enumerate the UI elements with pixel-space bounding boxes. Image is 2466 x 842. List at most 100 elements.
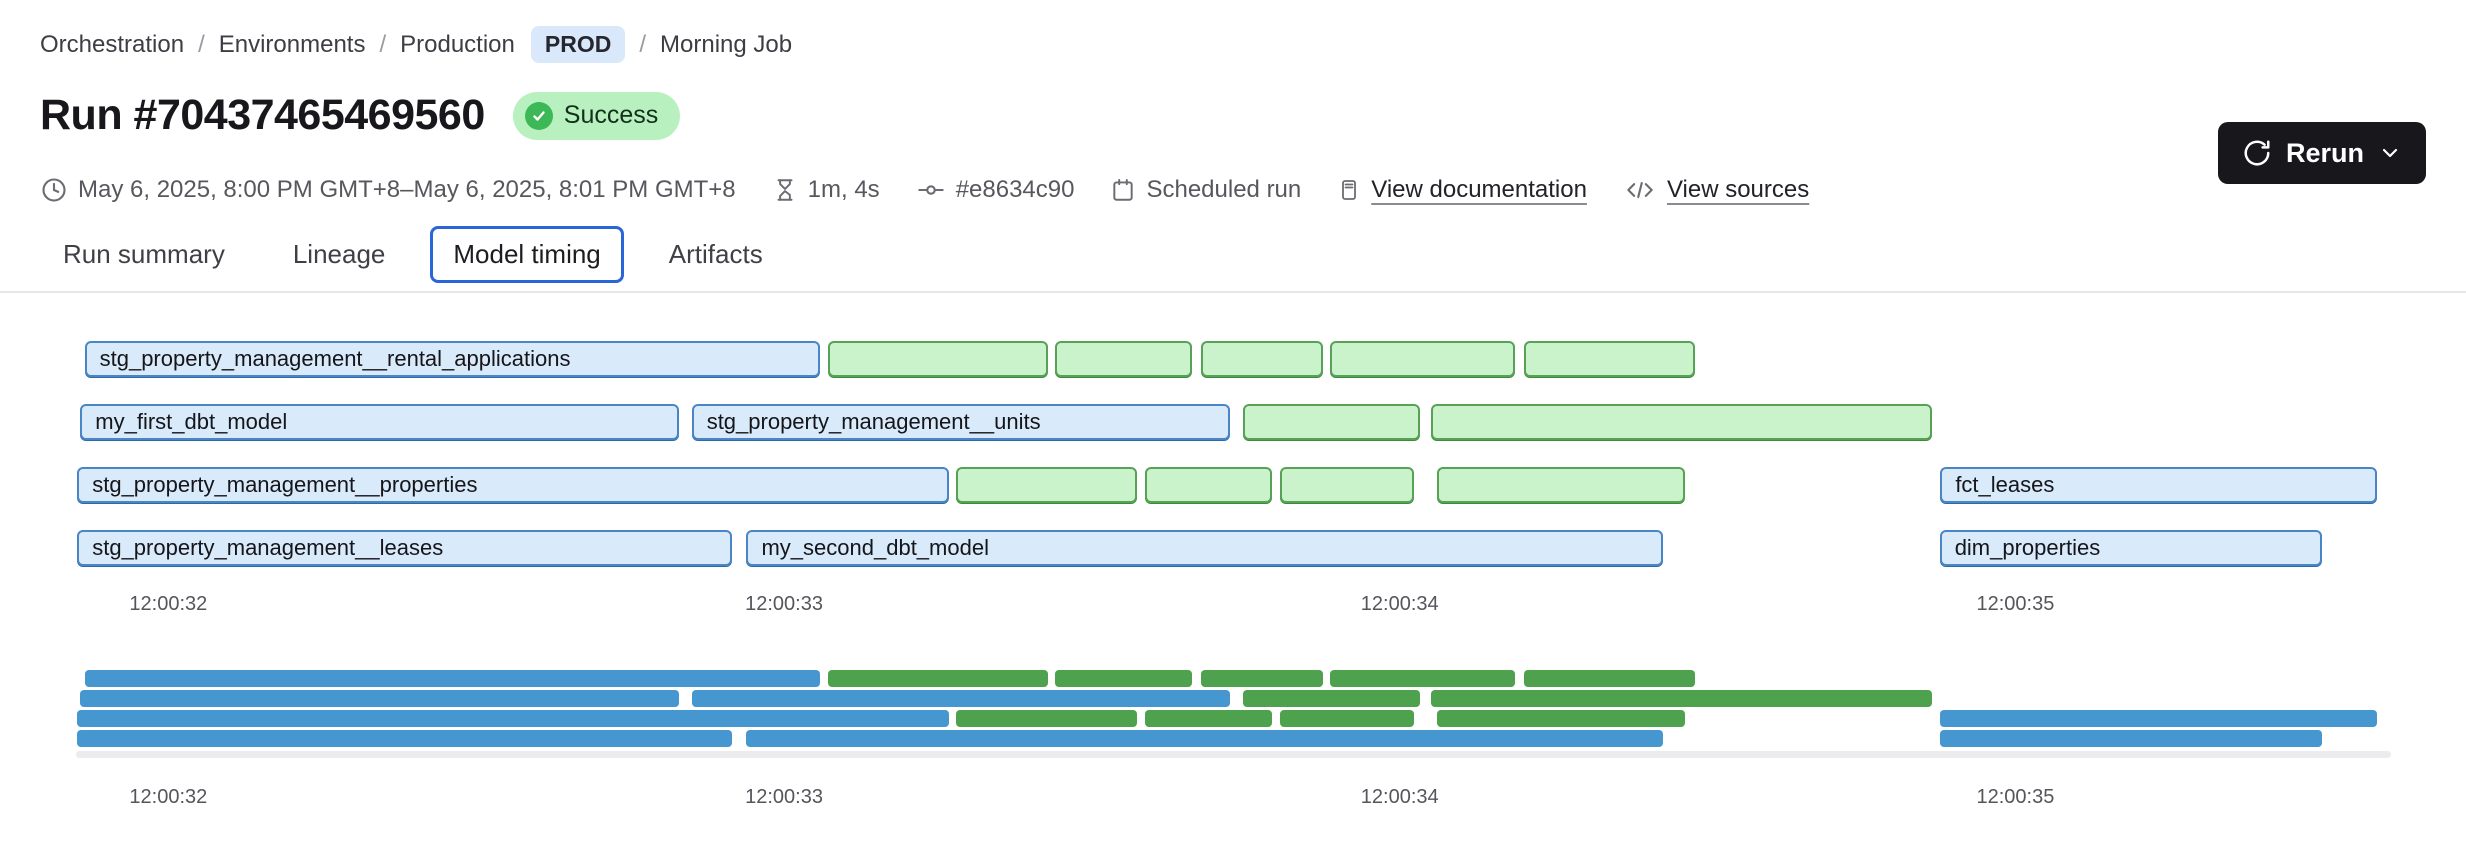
gantt-bar-label: stg_property_management__rental_applicat… (99, 346, 571, 371)
minimap-bar (691, 690, 1231, 707)
status-badge: Success (512, 91, 681, 140)
calendar-icon (1110, 176, 1136, 204)
minimap-bar (77, 730, 732, 747)
header: Orchestration / Environments / Productio… (0, 0, 2466, 293)
time-tick-label: 12:00:35 (1976, 593, 2055, 615)
gantt-row: stg_property_management__properties fct_l… (76, 467, 2391, 503)
gantt-bar[interactable] (828, 341, 1049, 377)
gantt-bar[interactable]: my_second_dbt_model (746, 530, 1664, 566)
time-tick-label: 12:00:33 (745, 593, 823, 615)
minimap-bar (80, 690, 680, 707)
breadcrumb-morning-job[interactable]: Morning Job (660, 30, 793, 58)
tab-bar: Run summary Lineage Model timing Artifac… (0, 226, 2466, 293)
breadcrumb-separator: / (379, 30, 387, 58)
gantt-row: stg_property_management__leases my_second… (76, 530, 2391, 566)
breadcrumb-separator: / (639, 30, 647, 58)
run-meta-row: May 6, 2025, 8:00 PM GMT+8–May 6, 2025, … (40, 176, 2426, 204)
minimap-bar (84, 670, 821, 687)
gantt-bar-label: fct_leases (1955, 472, 2055, 497)
gantt-bar-label: stg_property_management__leases (92, 535, 444, 560)
gantt-bar[interactable] (1200, 341, 1324, 377)
breadcrumb-orchestration[interactable]: Orchestration (40, 30, 185, 58)
minimap-time-axis: 12:00:32 12:00:33 12:00:34 12:00:35 (76, 786, 2391, 812)
model-timing-chart: stg_property_management__rental_applicat… (76, 341, 2391, 812)
run-commit: #e8634c90 (916, 176, 1075, 204)
minimap-bar (1940, 710, 2377, 727)
breadcrumb-separator: / (198, 30, 205, 58)
view-sources-link[interactable]: View sources (1666, 176, 1810, 203)
gantt-bar[interactable]: dim_properties (1939, 530, 2323, 566)
minimap-bar (1144, 710, 1272, 727)
minimap-bar (1279, 710, 1415, 727)
tab-lineage[interactable]: Lineage (292, 239, 386, 269)
run-commit-label: #e8634c90 (955, 176, 1075, 203)
minimap-row (76, 710, 2391, 727)
chevron-down-icon (2378, 141, 2402, 165)
run-trigger-label: Scheduled run (1146, 176, 1302, 203)
breadcrumb-environments[interactable]: Environments (218, 30, 366, 58)
commit-icon (916, 176, 946, 204)
run-duration: 1m, 4s (772, 176, 880, 204)
run-duration-label: 1m, 4s (807, 176, 880, 203)
minimap-row (76, 670, 2391, 687)
refresh-icon (2242, 138, 2272, 168)
minimap-bar (1430, 690, 1933, 707)
gantt-bar-label: my_second_dbt_model (761, 535, 989, 560)
gantt-bar[interactable]: stg_property_management__units (691, 404, 1231, 440)
gantt-row: stg_property_management__rental_applicat… (76, 341, 2391, 377)
gantt-bar-label: stg_property_management__properties (92, 472, 478, 497)
status-label: Success (563, 101, 659, 129)
view-documentation-link[interactable]: View documentation (1371, 176, 1587, 203)
minimap-bar (77, 710, 950, 727)
document-icon (1337, 176, 1361, 204)
time-tick-label: 12:00:32 (129, 593, 208, 615)
minimap-bar (1242, 690, 1421, 707)
tab-artifacts[interactable]: Artifacts (668, 239, 763, 269)
gantt-bar[interactable]: stg_property_management__leases (77, 530, 732, 566)
gantt-bar[interactable] (1524, 341, 1695, 377)
gantt-bar[interactable] (1242, 404, 1421, 440)
gantt-bar[interactable]: fct_leases (1940, 467, 2377, 503)
gantt-bar[interactable] (1437, 467, 1685, 503)
gantt-bar-label: dim_properties (1954, 535, 2101, 560)
title-row: Run #70437465469560 Success (40, 91, 2426, 140)
minimap-bar (1939, 730, 2323, 747)
minimap-rows (76, 670, 2391, 747)
time-tick-label: 12:00:34 (1360, 786, 1439, 808)
breadcrumb-production[interactable]: Production (400, 30, 515, 58)
gantt-time-axis: 12:00:32 12:00:33 12:00:34 12:00:35 (76, 593, 2391, 619)
view-sources-link-wrap: View sources (1623, 176, 1809, 204)
minimap-row (76, 690, 2391, 707)
success-check-icon (524, 101, 553, 130)
minimap-bar (1200, 670, 1324, 687)
tab-run-summary[interactable]: Run summary (63, 239, 225, 269)
gantt-bar[interactable] (955, 467, 1137, 503)
time-tick-label: 12:00:33 (745, 786, 823, 808)
gantt-chart: stg_property_management__rental_applicat… (76, 341, 2391, 566)
gantt-bar-label: my_first_dbt_model (95, 409, 288, 434)
gantt-bar[interactable]: stg_property_management__rental_applicat… (84, 341, 821, 377)
code-icon (1623, 176, 1657, 204)
gantt-bar[interactable] (1330, 341, 1515, 377)
environment-badge: PROD (530, 26, 626, 63)
gantt-bar[interactable] (1279, 467, 1415, 503)
minimap-row (76, 730, 2391, 747)
gantt-bar[interactable]: my_first_dbt_model (80, 404, 680, 440)
minimap-bar (746, 730, 1664, 747)
minimap-bar (1330, 670, 1515, 687)
gantt-bar[interactable] (1430, 404, 1933, 440)
timing-minimap[interactable]: 12:00:32 12:00:33 12:00:34 12:00:35 (76, 670, 2391, 812)
minimap-brush-track[interactable] (76, 751, 2391, 758)
rerun-label: Rerun (2285, 137, 2364, 168)
gantt-row: my_first_dbt_model stg_property_managemen… (76, 404, 2391, 440)
run-time-range: May 6, 2025, 8:00 PM GMT+8–May 6, 2025, … (40, 176, 736, 204)
clock-icon (40, 176, 68, 204)
minimap-bar (1437, 710, 1685, 727)
gantt-bar[interactable]: stg_property_management__properties (77, 467, 950, 503)
tab-model-timing[interactable]: Model timing (430, 226, 624, 283)
gantt-bar[interactable] (1054, 341, 1192, 377)
minimap-bar (1054, 670, 1192, 687)
rerun-button[interactable]: Rerun (2217, 122, 2426, 184)
gantt-bar[interactable] (1144, 467, 1272, 503)
